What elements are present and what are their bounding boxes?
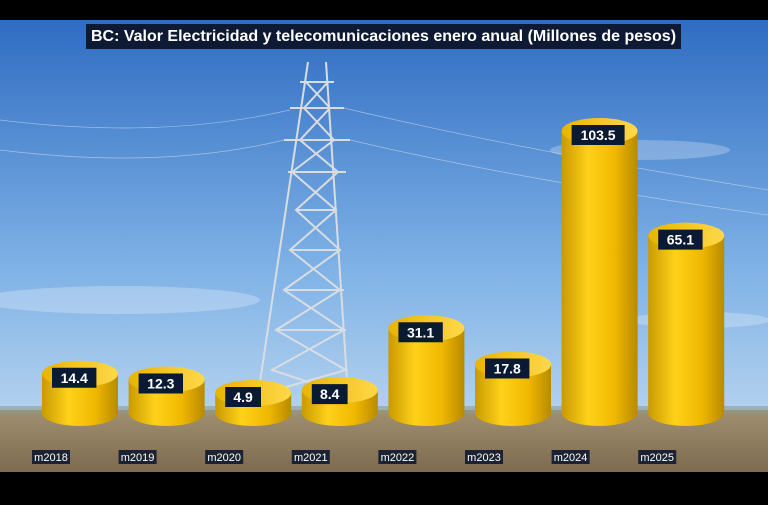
- bar-body: [648, 235, 725, 427]
- svg-text:103.5: 103.5: [581, 127, 616, 143]
- horizon-band: [0, 406, 768, 414]
- transmission-tower-icon: [257, 61, 350, 396]
- x-tick-label: m2018: [32, 450, 70, 464]
- svg-text:m2021: m2021: [294, 452, 328, 464]
- x-tick-label: m2024: [551, 450, 590, 464]
- svg-text:m2020: m2020: [207, 452, 241, 464]
- svg-text:m2025: m2025: [640, 452, 674, 464]
- bar-body: [561, 131, 638, 426]
- svg-text:m2023: m2023: [467, 452, 501, 464]
- bar: [561, 118, 638, 426]
- data-label: 103.5: [571, 125, 625, 145]
- data-label: 31.1: [398, 322, 443, 343]
- svg-text:m2018: m2018: [34, 452, 68, 464]
- bar: [648, 222, 725, 427]
- svg-text:14.4: 14.4: [61, 370, 88, 386]
- data-label: 65.1: [658, 229, 703, 250]
- bar-body: [475, 364, 551, 426]
- category-labels-layer: m2018 m2019 m2020 m2021 m2022 m2023 m2024 m2025: [32, 450, 677, 464]
- svg-text:31.1: 31.1: [407, 324, 434, 340]
- x-tick-label: m2025: [638, 450, 677, 464]
- svg-text:m2022: m2022: [381, 452, 415, 464]
- x-tick-label: m2019: [118, 450, 157, 464]
- sky-background: [0, 20, 768, 472]
- svg-text:m2024: m2024: [554, 452, 588, 464]
- data-label: 17.8: [485, 358, 530, 379]
- bottom-letterbox: [0, 472, 768, 505]
- svg-text:65.1: 65.1: [667, 232, 694, 248]
- power-lines: [0, 107, 768, 216]
- x-tick-label: m2022: [378, 450, 417, 464]
- data-label: 14.4: [52, 367, 97, 388]
- top-letterbox: [0, 0, 768, 20]
- svg-text:12.3: 12.3: [147, 375, 174, 391]
- data-label: 12.3: [138, 373, 183, 394]
- svg-text:17.8: 17.8: [494, 361, 521, 377]
- bar-body: [388, 328, 465, 427]
- svg-text:m2019: m2019: [121, 452, 155, 464]
- value-labels-layer: 14.4 12.3 4.9 8.4 31.1 17.8 103.5 65.1: [52, 125, 703, 407]
- svg-text:4.9: 4.9: [233, 389, 253, 405]
- data-label: 4.9: [225, 387, 261, 407]
- data-label: 8.4: [311, 384, 348, 405]
- x-tick-label: m2023: [465, 450, 503, 464]
- x-tick-label: m2020: [205, 450, 244, 464]
- svg-text:8.4: 8.4: [320, 386, 340, 402]
- chart-title: BC: Valor Electricidad y telecomunicacio…: [86, 24, 681, 49]
- x-tick-label: m2021: [291, 450, 330, 464]
